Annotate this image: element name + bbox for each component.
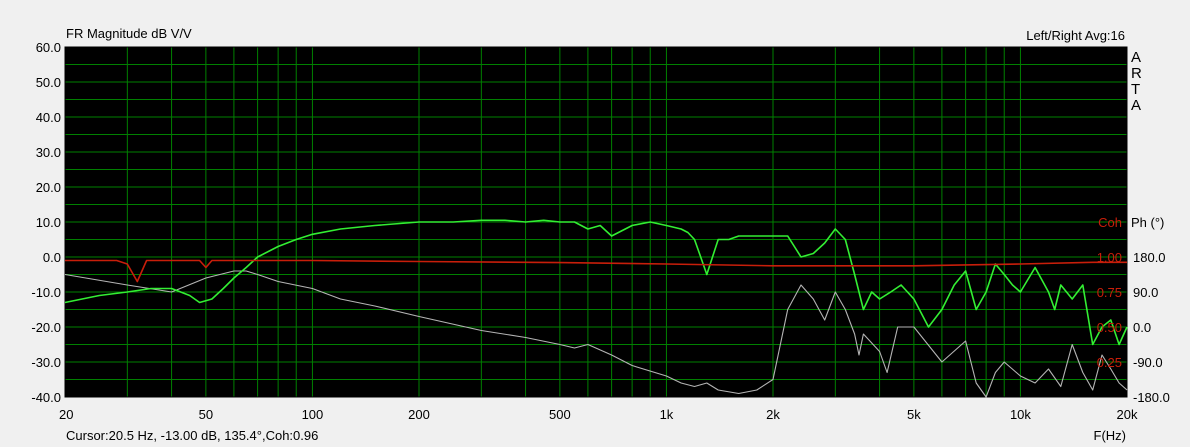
coherence-tick-label: 0.75 <box>1097 285 1122 300</box>
y-tick-label: 30.0 <box>36 145 61 160</box>
phase-tick-label: -180.0 <box>1133 390 1170 405</box>
x-tick-label: 500 <box>549 407 571 422</box>
x-tick-label: 100 <box>302 407 324 422</box>
y-tick-label: -30.0 <box>31 355 61 370</box>
grid-lines <box>64 46 1128 398</box>
coherence-tick-label: 0.50 <box>1097 320 1122 335</box>
coherence-series-line <box>65 259 1127 283</box>
x-tick-label: 2k <box>766 407 780 422</box>
cursor-readout: Cursor:20.5 Hz, -13.00 dB, 135.4°,Coh:0.… <box>66 428 318 443</box>
x-tick-label: 20 <box>59 407 73 422</box>
phase-tick-label: 90.0 <box>1133 285 1158 300</box>
phase-tick-label: -90.0 <box>1133 355 1163 370</box>
brand-letter-t: T <box>1131 81 1140 98</box>
phase-tick-label: 0.0 <box>1133 320 1151 335</box>
channel-average-label: Left/Right Avg:16 <box>1026 28 1125 43</box>
y-tick-label: 60.0 <box>36 40 61 55</box>
phase-axis-header: Ph (°) <box>1131 215 1164 230</box>
series-layer <box>64 219 1128 398</box>
y-tick-label: 10.0 <box>36 215 61 230</box>
y-tick-label: -10.0 <box>31 285 61 300</box>
y-tick-label: -20.0 <box>31 320 61 335</box>
coherence-tick-label: 1.00 <box>1097 250 1122 265</box>
y-tick-label: 40.0 <box>36 110 61 125</box>
x-axis-label: F(Hz) <box>1094 428 1127 443</box>
y-tick-label: -40.0 <box>31 390 61 405</box>
y-tick-label: 0.0 <box>43 250 61 265</box>
coherence-axis-header: Coh <box>1098 215 1122 230</box>
axis-labels: 60.0 50.0 40.0 30.0 20.0 10.0 0.0 -10.0 -20.0 -30… <box>31 40 1170 422</box>
chart-title: FR Magnitude dB V/V <box>66 26 192 41</box>
brand-letter-r: R <box>1131 65 1142 82</box>
x-tick-label: 50 <box>199 407 213 422</box>
y-tick-label: 50.0 <box>36 75 61 90</box>
brand-letter-a2: A <box>1131 97 1141 114</box>
x-tick-label: 5k <box>907 407 921 422</box>
phase-tick-label: 180.0 <box>1133 250 1166 265</box>
coherence-tick-label: 0.25 <box>1097 355 1122 370</box>
brand-letter-a: A <box>1131 49 1141 66</box>
x-tick-label: 20k <box>1117 407 1138 422</box>
phase-series-line <box>64 270 1128 398</box>
x-tick-label: 10k <box>1010 407 1031 422</box>
y-tick-label: 20.0 <box>36 180 61 195</box>
plot-frame <box>64 46 1128 398</box>
magnitude-series-line <box>64 219 1128 346</box>
x-tick-label: 200 <box>408 407 430 422</box>
x-tick-label: 1k <box>660 407 674 422</box>
